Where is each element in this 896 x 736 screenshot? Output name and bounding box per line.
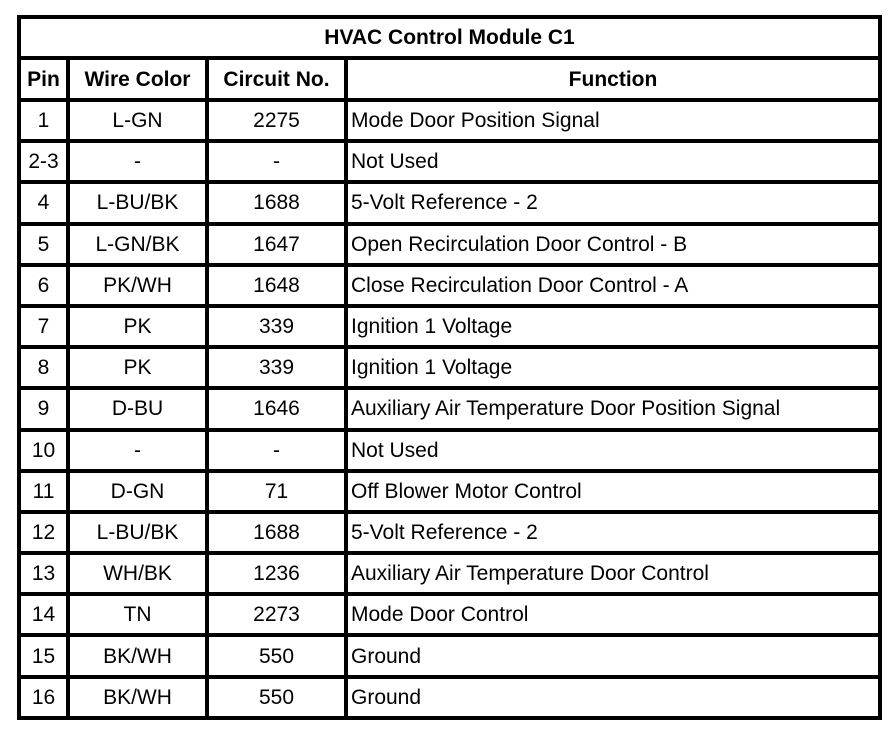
wire-color-cell: - xyxy=(66,139,209,185)
pin-cell: 15 xyxy=(17,633,70,679)
function-cell: Mode Door Position Signal xyxy=(344,97,882,144)
function-cell: Off Blower Motor Control xyxy=(344,468,882,514)
table-row: 9 D-BU 1646 Auxiliary Air Temperature Door … xyxy=(17,386,882,432)
table-row: 7 PK 339 Ignition 1 Voltage xyxy=(17,303,882,350)
circuit-cell: 2273 xyxy=(205,592,348,638)
pin-cell: 9 xyxy=(17,386,70,432)
function-cell: Auxiliary Air Temperature Door Control xyxy=(344,551,882,597)
circuit-cell: 1647 xyxy=(205,221,348,267)
table-row: 4 L-BU/BK 1688 5-Volt Reference - 2 xyxy=(17,180,882,226)
circuit-cell: 1688 xyxy=(205,509,348,556)
circuit-cell: 1648 xyxy=(205,262,348,308)
wire-color-cell: L-BU/BK xyxy=(66,509,209,556)
table-row: 16 BK/WH 550 Ground xyxy=(17,674,882,720)
circuit-cell: 339 xyxy=(205,345,348,391)
table-row: 6 PK/WH 1648 Close Recirculation Door Contr… xyxy=(17,262,882,308)
table-row: 5 L-GN/BK 1647 Open Recirculation Door Cont… xyxy=(17,221,882,267)
wire-color-cell: D-BU xyxy=(66,386,209,432)
header-function: Function xyxy=(344,56,882,102)
wire-color-cell: PK/WH xyxy=(66,262,209,308)
pin-cell: 13 xyxy=(17,551,70,597)
pin-cell: 12 xyxy=(17,509,70,556)
pin-cell: 4 xyxy=(17,180,70,226)
function-cell: 5-Volt Reference - 2 xyxy=(344,180,882,226)
table-header-row: Pin Wire Color Circuit No. Function xyxy=(17,56,882,102)
pin-cell: 8 xyxy=(17,345,70,391)
wire-color-cell: PK xyxy=(66,303,209,350)
function-cell: Ignition 1 Voltage xyxy=(344,345,882,391)
header-pin: Pin xyxy=(17,56,70,102)
function-cell: Ignition 1 Voltage xyxy=(344,303,882,350)
wire-color-cell: TN xyxy=(66,592,209,638)
table-row: 2-3- - Not Used xyxy=(17,139,882,185)
table-row: 15 BK/WH 550 Ground xyxy=(17,633,882,679)
function-cell: Close Recirculation Door Control - A xyxy=(344,262,882,308)
pin-cell: 16 xyxy=(17,674,70,720)
circuit-cell: 550 xyxy=(205,674,348,720)
wire-color-cell: L-BU/BK xyxy=(66,180,209,226)
wire-color-cell: BK/WH xyxy=(66,633,209,679)
function-cell: 5-Volt Reference - 2 xyxy=(344,509,882,556)
circuit-cell: 1646 xyxy=(205,386,348,432)
circuit-cell: 1688 xyxy=(205,180,348,226)
connector-pinout-table: HVAC Control Module C1 Pin Wire Color Ci… xyxy=(17,15,882,720)
pin-cell: 5 xyxy=(17,221,70,267)
wire-color-cell: D-GN xyxy=(66,468,209,514)
table-row: 14 TN 2273 Mode Door Control xyxy=(17,592,882,638)
pin-cell: 7 xyxy=(17,303,70,350)
function-cell: Ground xyxy=(344,633,882,679)
pin-cell: 11 xyxy=(17,468,70,514)
table-row: 13 WH/BK 1236 Auxiliary Air Temperature Doo… xyxy=(17,551,882,597)
circuit-cell: - xyxy=(205,427,348,473)
pin-cell: 2-3 xyxy=(17,139,70,185)
function-cell: Ground xyxy=(344,674,882,720)
circuit-cell: 71 xyxy=(205,468,348,514)
pin-cell: 1 xyxy=(17,97,70,144)
wire-color-cell: L-GN/BK xyxy=(66,221,209,267)
table-row: 12 L-BU/BK 1688 5-Volt Reference - 2 xyxy=(17,509,882,556)
table-row: 11 D-GN 71 Off Blower Motor Control xyxy=(17,468,882,514)
function-cell: Open Recirculation Door Control - B xyxy=(344,221,882,267)
function-cell: Mode Door Control xyxy=(344,592,882,638)
circuit-cell: - xyxy=(205,139,348,185)
pin-cell: 10 xyxy=(17,427,70,473)
circuit-cell: 339 xyxy=(205,303,348,350)
table-row: 10- - Not Used xyxy=(17,427,882,473)
wire-color-cell: L-GN xyxy=(66,97,209,144)
wire-color-cell: WH/BK xyxy=(66,551,209,597)
wire-color-cell: PK xyxy=(66,345,209,391)
circuit-cell: 1236 xyxy=(205,551,348,597)
wire-color-cell: - xyxy=(66,427,209,473)
table-title-row: HVAC Control Module C1 xyxy=(17,15,882,60)
wire-color-cell: BK/WH xyxy=(66,674,209,720)
circuit-cell: 550 xyxy=(205,633,348,679)
table-row: 1 L-GN 2275 Mode Door Position Signal xyxy=(17,97,882,144)
table-title: HVAC Control Module C1 xyxy=(17,15,882,60)
circuit-cell: 2275 xyxy=(205,97,348,144)
header-wire-color: Wire Color xyxy=(66,56,209,102)
function-cell: Auxiliary Air Temperature Door Position … xyxy=(344,386,882,432)
function-cell: Not Used xyxy=(344,139,882,185)
header-circuit: Circuit No. xyxy=(205,56,348,102)
pin-cell: 14 xyxy=(17,592,70,638)
table-row: 8 PK 339 Ignition 1 Voltage xyxy=(17,345,882,391)
pin-cell: 6 xyxy=(17,262,70,308)
function-cell: Not Used xyxy=(344,427,882,473)
